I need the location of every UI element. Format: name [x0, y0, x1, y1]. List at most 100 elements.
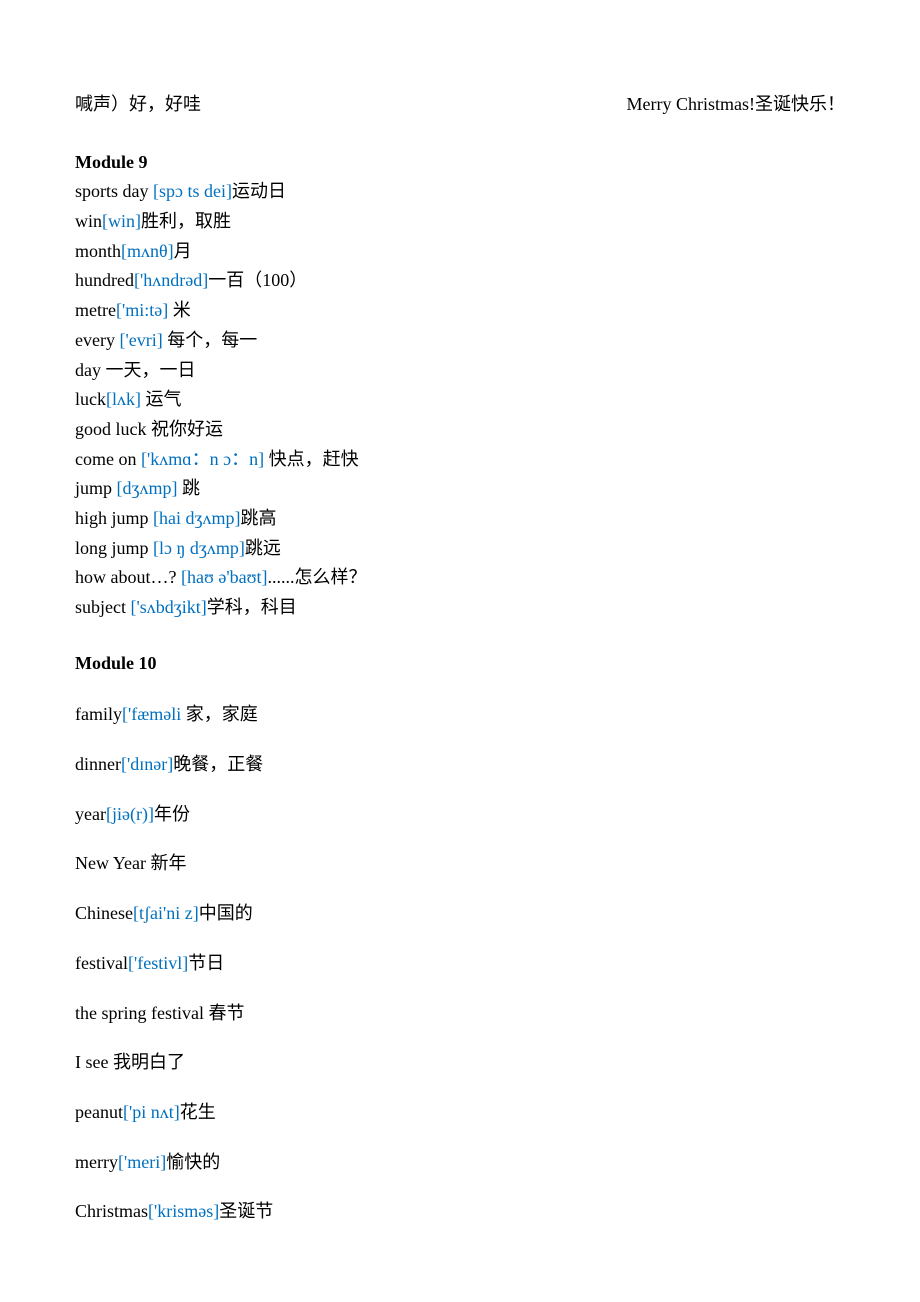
vocab-entry: festival['festivl]节日	[75, 949, 845, 979]
entry-word: good luck	[75, 419, 151, 439]
top-right-text: Merry Christmas!圣诞快乐！	[627, 90, 845, 120]
entry-definition: 祝你好运	[151, 419, 223, 439]
vocab-entry: sports day [spɔ ts dei]运动日	[75, 177, 845, 207]
vocab-entry: month[mʌnθ]月	[75, 237, 845, 267]
entry-definition: 新年	[151, 853, 187, 873]
entry-definition: 花生	[180, 1102, 216, 1122]
entry-definition: 年份	[154, 804, 190, 824]
vocab-entry: good luck 祝你好运	[75, 415, 845, 445]
entry-phonetic: ['evri]	[119, 330, 162, 350]
vocab-entry: long jump [lɔ ŋ dʒʌmp]跳远	[75, 534, 845, 564]
entry-definition: 愉快的	[166, 1152, 220, 1172]
page: 喊声）好，好哇 Merry Christmas!圣诞快乐！ Module 9 s…	[0, 0, 920, 1297]
entry-phonetic: [jiə(r)]	[106, 804, 154, 824]
vocab-entry: dinner['dɪnər]晚餐，正餐	[75, 750, 845, 780]
entry-word: merry	[75, 1152, 118, 1172]
vocab-entry: luck[lʌk] 运气	[75, 385, 845, 415]
entry-definition: 快点，赶快	[264, 449, 359, 469]
vocab-entry: family['fæməli 家，家庭	[75, 700, 845, 730]
entry-definition: 节日	[188, 953, 224, 973]
entry-word: I see	[75, 1052, 113, 1072]
vocab-entry: every ['evri] 每个，每一	[75, 326, 845, 356]
entry-definition: 晚餐，正餐	[173, 754, 263, 774]
entry-phonetic: ['sʌbdʒikt]	[131, 597, 207, 617]
vocab-entry: New Year 新年	[75, 849, 845, 879]
module-10: Module 10 family['fæməli 家，家庭 dinner['dɪn…	[75, 649, 845, 1227]
vocab-entry: day 一天，一日	[75, 356, 845, 386]
entry-definition: 月	[174, 241, 192, 261]
vocab-entry: peanut['pi nʌt]花生	[75, 1098, 845, 1128]
entry-word: win	[75, 211, 102, 231]
module-9: Module 9 sports day [spɔ ts dei]运动日win[w…	[75, 148, 845, 623]
entry-word: how about…?	[75, 567, 181, 587]
entry-definition: 运动日	[232, 181, 286, 201]
entry-word: Chinese	[75, 903, 133, 923]
entry-definition: 学科，科目	[207, 597, 297, 617]
entry-phonetic: ['meri]	[118, 1152, 166, 1172]
entry-word: New Year	[75, 853, 151, 873]
entry-word: long jump	[75, 538, 153, 558]
entry-phonetic: [mʌnθ]	[121, 241, 174, 261]
entry-phonetic: [hai dʒʌmp]	[153, 508, 240, 528]
vocab-entry: the spring festival 春节	[75, 999, 845, 1029]
entry-phonetic: [dʒʌmp]	[117, 478, 178, 498]
entry-word: family	[75, 704, 122, 724]
entry-definition: 中国的	[199, 903, 253, 923]
entry-word: peanut	[75, 1102, 123, 1122]
vocab-entry: come on ['kʌmɑ：n ɔ：n] 快点，赶快	[75, 445, 845, 475]
entry-word: year	[75, 804, 106, 824]
entry-definition: 家，家庭	[186, 704, 258, 724]
module-9-heading: Module 9	[75, 148, 845, 178]
entry-definition: 圣诞节	[219, 1201, 273, 1221]
entry-definition: 每个，每一	[163, 330, 258, 350]
vocab-entry: year[jiə(r)]年份	[75, 800, 845, 830]
entry-word: high jump	[75, 508, 153, 528]
entry-definition: 跳高	[240, 508, 276, 528]
top-row: 喊声）好，好哇 Merry Christmas!圣诞快乐！	[75, 90, 845, 120]
entry-definition: ......怎么样？	[267, 567, 366, 587]
entry-phonetic: [haʊ ə'baʊt]	[181, 567, 267, 587]
module-10-heading: Module 10	[75, 649, 845, 679]
entry-phonetic: [tʃai'ni z]	[133, 903, 199, 923]
entry-definition: 跳	[178, 478, 201, 498]
entry-phonetic: ['kʌmɑ：n ɔ：n]	[141, 449, 264, 469]
entry-word: hundred	[75, 270, 134, 290]
entry-word: jump	[75, 478, 117, 498]
entry-word: sports day	[75, 181, 153, 201]
entry-phonetic: ['fæməli	[122, 704, 186, 724]
entry-definition: 我明白了	[113, 1052, 185, 1072]
entry-phonetic: ['hʌndrəd]	[134, 270, 208, 290]
vocab-entry: hundred['hʌndrəd]一百（100）	[75, 266, 845, 296]
vocab-entry: high jump [hai dʒʌmp]跳高	[75, 504, 845, 534]
entry-word: the spring festival	[75, 1003, 208, 1023]
entry-phonetic: [spɔ ts dei]	[153, 181, 232, 201]
entry-word: luck	[75, 389, 106, 409]
vocab-entry: Chinese[tʃai'ni z]中国的	[75, 899, 845, 929]
vocab-entry: jump [dʒʌmp] 跳	[75, 474, 845, 504]
entry-word: day	[75, 360, 106, 380]
entry-word: festival	[75, 953, 128, 973]
entry-phonetic: [lʌk]	[106, 389, 141, 409]
vocab-entry: how about…? [haʊ ə'baʊt]......怎么样？	[75, 563, 845, 593]
vocab-entry: subject ['sʌbdʒikt]学科，科目	[75, 593, 845, 623]
entry-definition: 春节	[208, 1003, 244, 1023]
entry-word: come on	[75, 449, 141, 469]
entry-definition: 米	[168, 300, 191, 320]
top-left-text: 喊声）好，好哇	[75, 90, 201, 120]
vocab-entry: Christmas['krisməs]圣诞节	[75, 1197, 845, 1227]
vocab-entry: win[win]胜利，取胜	[75, 207, 845, 237]
module-9-entries: sports day [spɔ ts dei]运动日win[win]胜利，取胜m…	[75, 177, 845, 622]
entry-word: Christmas	[75, 1201, 148, 1221]
entry-phonetic: [win]	[102, 211, 141, 231]
entry-definition: 胜利，取胜	[141, 211, 231, 231]
entry-definition: 一百（100）	[208, 270, 307, 290]
entry-phonetic: ['pi nʌt]	[123, 1102, 180, 1122]
entry-definition: 一天，一日	[106, 360, 196, 380]
entry-word: month	[75, 241, 121, 261]
entry-word: dinner	[75, 754, 121, 774]
module-10-entries: family['fæməli 家，家庭 dinner['dɪnər]晚餐，正餐 ye…	[75, 700, 845, 1227]
entry-phonetic: ['mi:tə]	[116, 300, 168, 320]
entry-definition: 运气	[141, 389, 182, 409]
entry-phonetic: ['dɪnər]	[121, 754, 173, 774]
entry-word: subject	[75, 597, 131, 617]
